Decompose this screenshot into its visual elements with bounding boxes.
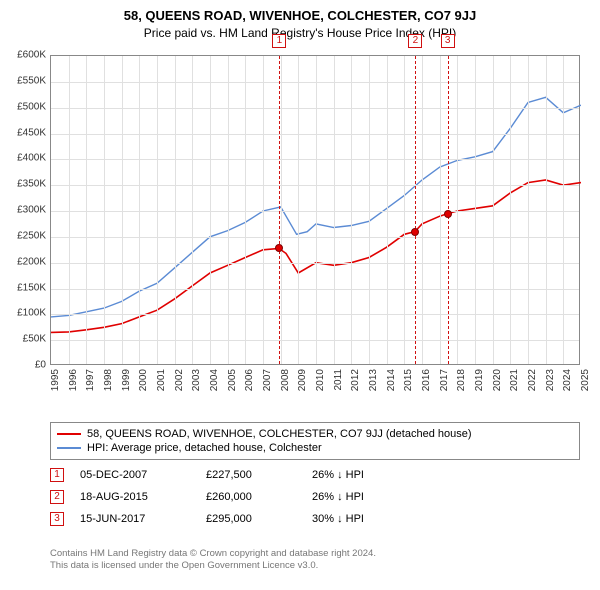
x-tick-label: 2018 [456,369,467,391]
x-tick-label: 1995 [50,369,61,391]
chart-area: 123 £0£50K£100K£150K£200K£250K£300K£350K… [50,55,580,385]
sale-row: 3 15-JUN-2017 £295,000 30% ↓ HPI [50,508,580,530]
event-badge: 1 [272,34,286,48]
chart-subtitle: Price paid vs. HM Land Registry's House … [0,23,600,46]
event-badge: 2 [408,34,422,48]
x-tick-label: 2022 [527,369,538,391]
sales-table: 1 05-DEC-2007 £227,500 26% ↓ HPI 2 18-AU… [50,464,580,530]
sale-date: 18-AUG-2015 [80,491,190,503]
x-tick-label: 1998 [103,369,114,391]
x-tick-label: 2010 [315,369,326,391]
x-tick-label: 2023 [545,369,556,391]
legend: 58, QUEENS ROAD, WIVENHOE, COLCHESTER, C… [50,422,580,460]
sale-diff: 30% ↓ HPI [312,513,432,525]
y-tick-label: £300K [17,205,46,216]
chart-container: 58, QUEENS ROAD, WIVENHOE, COLCHESTER, C… [0,0,600,590]
x-tick-label: 2002 [174,369,185,391]
event-line [415,56,416,364]
legend-item-property: 58, QUEENS ROAD, WIVENHOE, COLCHESTER, C… [57,427,573,441]
x-tick-label: 2025 [580,369,591,391]
event-line [279,56,280,364]
y-tick-label: £500K [17,101,46,112]
sale-marker [411,228,419,236]
y-tick-label: £0 [35,360,46,371]
x-tick-label: 1999 [121,369,132,391]
event-badge: 3 [441,34,455,48]
sale-badge: 1 [50,468,64,482]
y-tick-label: £400K [17,153,46,164]
x-tick-label: 2024 [562,369,573,391]
y-tick-label: £250K [17,230,46,241]
plot-region: 123 [50,55,580,365]
y-tick-label: £100K [17,308,46,319]
x-tick-label: 1997 [85,369,96,391]
x-tick-label: 2016 [421,369,432,391]
x-tick-label: 2014 [386,369,397,391]
y-tick-label: £350K [17,179,46,190]
sale-row: 1 05-DEC-2007 £227,500 26% ↓ HPI [50,464,580,486]
y-tick-label: £150K [17,282,46,293]
sale-diff: 26% ↓ HPI [312,491,432,503]
chart-title: 58, QUEENS ROAD, WIVENHOE, COLCHESTER, C… [0,0,600,23]
sale-badge: 2 [50,490,64,504]
legend-swatch-property [57,433,81,435]
y-tick-label: £200K [17,256,46,267]
x-tick-label: 2003 [191,369,202,391]
sale-diff: 26% ↓ HPI [312,469,432,481]
legend-label-hpi: HPI: Average price, detached house, Colc… [87,442,322,454]
sale-date: 15-JUN-2017 [80,513,190,525]
y-tick-label: £50K [23,334,46,345]
legend-swatch-hpi [57,447,81,449]
x-tick-label: 2007 [262,369,273,391]
footer-line-1: Contains HM Land Registry data © Crown c… [50,548,580,560]
x-tick-label: 1996 [68,369,79,391]
sale-marker [275,244,283,252]
x-tick-label: 2019 [474,369,485,391]
x-tick-label: 2015 [403,369,414,391]
x-tick-label: 2012 [350,369,361,391]
x-tick-label: 2013 [368,369,379,391]
y-tick-label: £450K [17,127,46,138]
footer-line-2: This data is licensed under the Open Gov… [50,560,580,572]
sale-price: £227,500 [206,469,296,481]
x-tick-label: 2004 [209,369,220,391]
x-tick-label: 2006 [244,369,255,391]
sale-date: 05-DEC-2007 [80,469,190,481]
sale-price: £295,000 [206,513,296,525]
legend-item-hpi: HPI: Average price, detached house, Colc… [57,441,573,455]
footer: Contains HM Land Registry data © Crown c… [50,548,580,573]
sale-row: 2 18-AUG-2015 £260,000 26% ↓ HPI [50,486,580,508]
x-tick-label: 2009 [297,369,308,391]
x-tick-label: 2020 [492,369,503,391]
y-tick-label: £600K [17,50,46,61]
x-tick-label: 2017 [439,369,450,391]
x-tick-label: 2005 [227,369,238,391]
x-tick-label: 2001 [156,369,167,391]
x-tick-label: 2008 [280,369,291,391]
sale-price: £260,000 [206,491,296,503]
x-tick-label: 2021 [509,369,520,391]
x-tick-label: 2000 [138,369,149,391]
x-tick-label: 2011 [333,369,344,391]
y-tick-label: £550K [17,75,46,86]
sale-marker [444,210,452,218]
sale-badge: 3 [50,512,64,526]
legend-label-property: 58, QUEENS ROAD, WIVENHOE, COLCHESTER, C… [87,428,472,440]
